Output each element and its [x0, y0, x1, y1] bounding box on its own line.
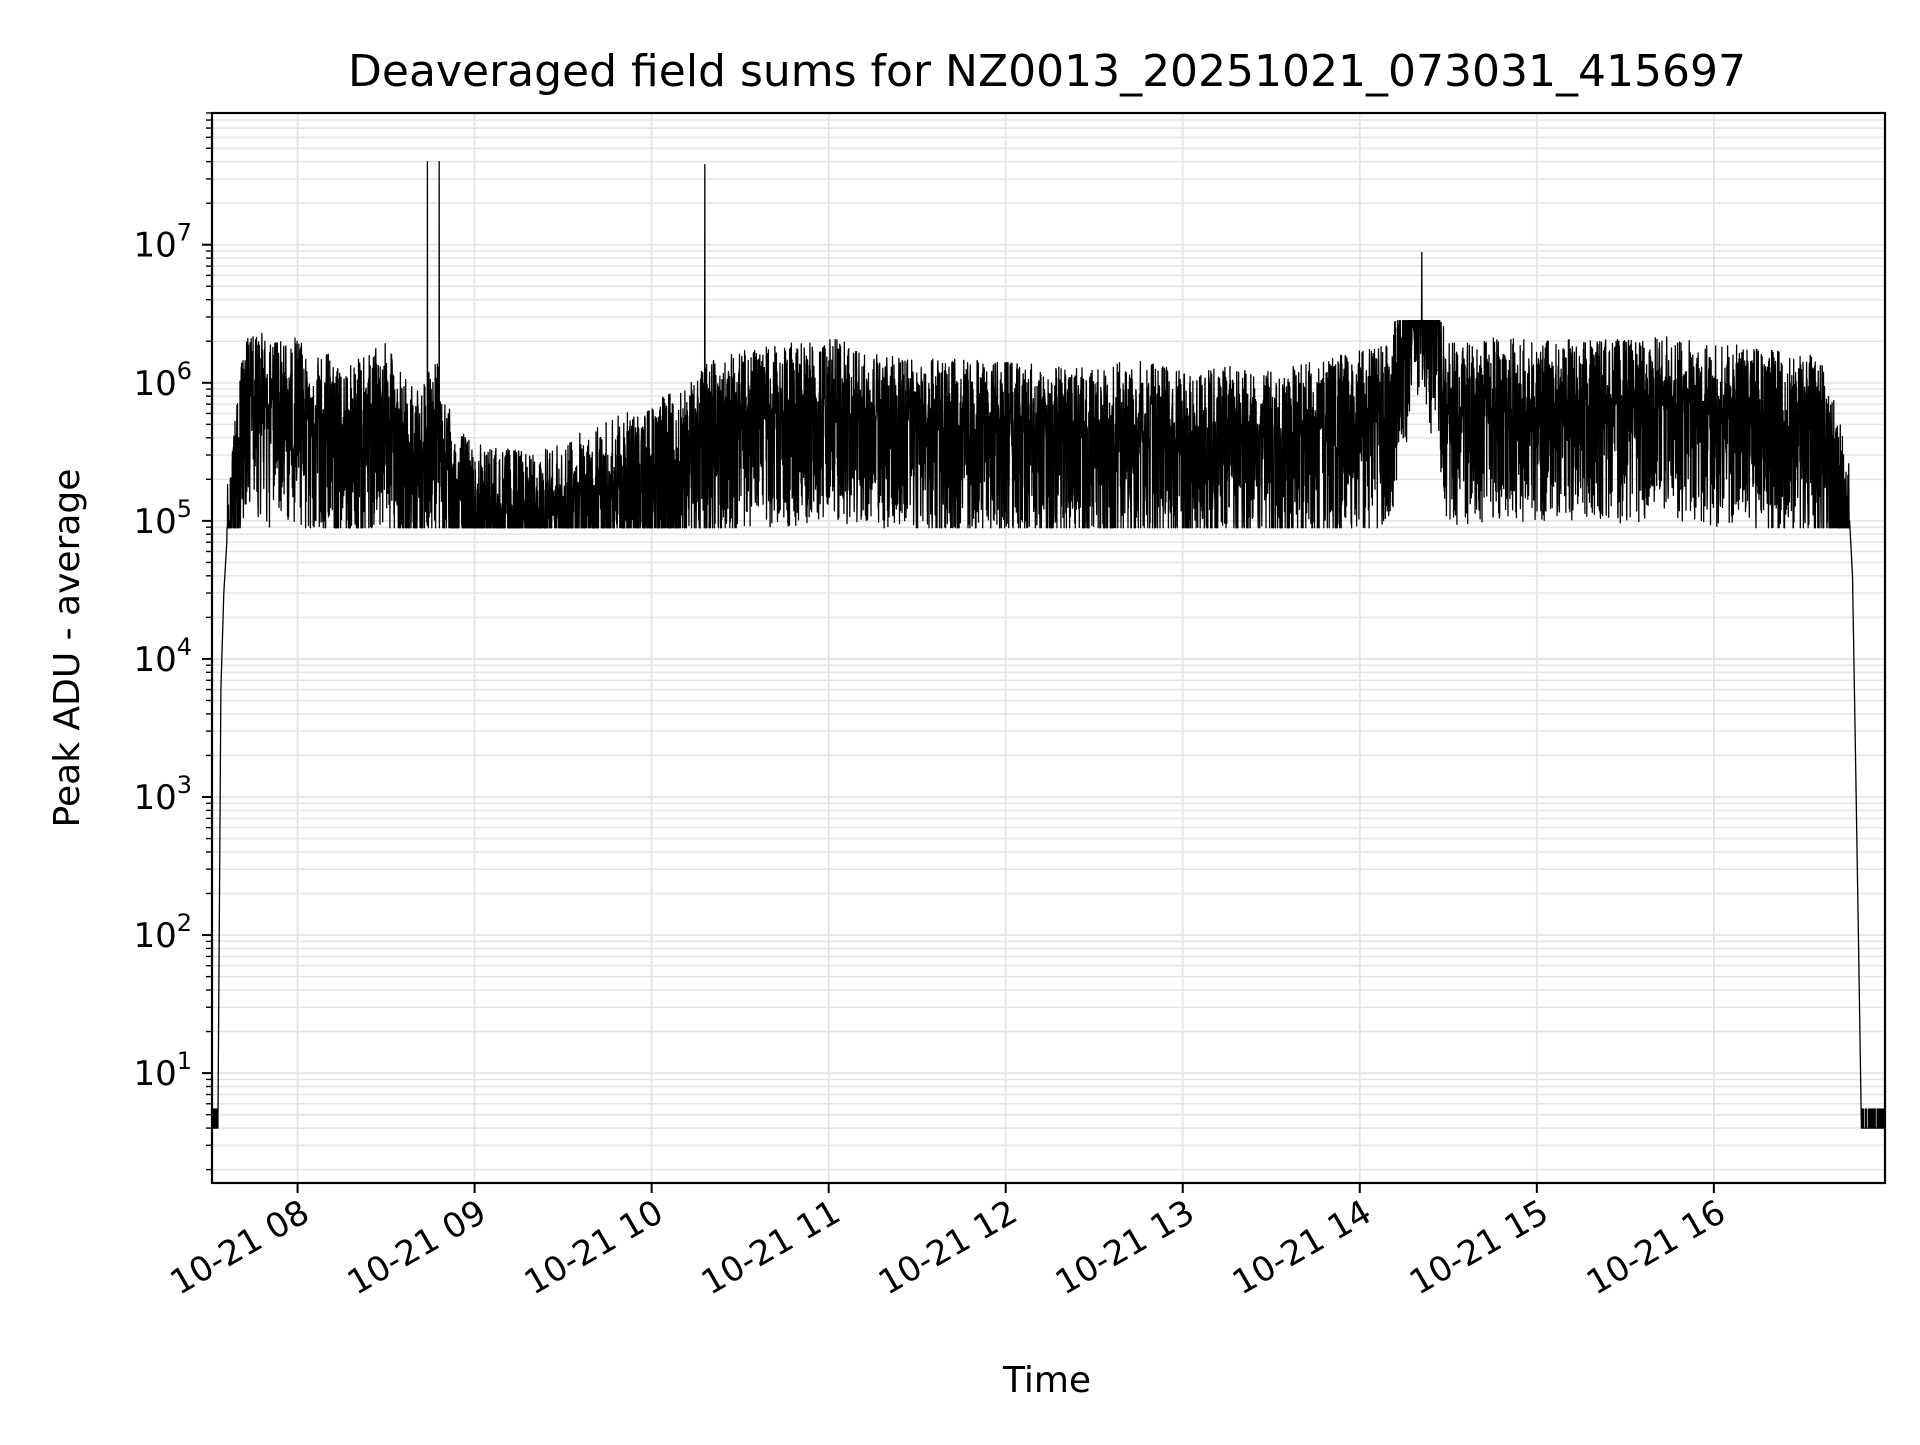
y-tick-label: 102 [133, 909, 192, 956]
x-axis-label: Time [1002, 1360, 1091, 1401]
series-layer [211, 160, 1886, 1129]
plot-frame [210, 111, 1887, 1185]
y-tick-label: 103 [133, 771, 192, 818]
y-tick-label: 107 [133, 219, 192, 266]
y-tick-label: 105 [133, 495, 192, 542]
series-line [211, 160, 1886, 1129]
y-tick-label: 106 [133, 357, 192, 404]
y-tick-label: 104 [133, 633, 192, 680]
y-axis-ticks: 101 102 103 104 105 106 107 [133, 112, 212, 1171]
y-axis-label: Peak ADU - average [47, 469, 88, 828]
chart-title: Deaveraged field sums for NZ0013_2025102… [348, 46, 1746, 97]
y-tick-label: 101 [133, 1047, 192, 1094]
